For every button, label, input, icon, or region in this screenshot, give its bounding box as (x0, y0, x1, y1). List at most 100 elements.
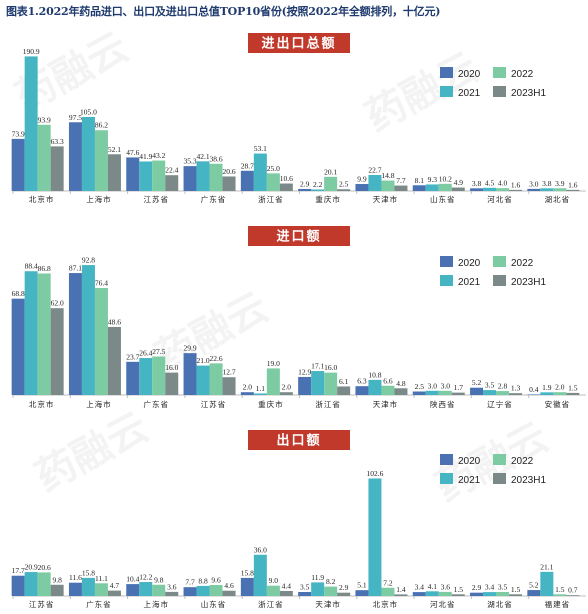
bar-2022 (324, 586, 338, 596)
bar-2020 (240, 577, 254, 596)
bar-2023H1 (337, 189, 351, 191)
bar-2023H1 (222, 176, 236, 191)
data-label: 15.8 (241, 568, 254, 577)
legend-swatch-2020 (440, 256, 453, 267)
bar-2021 (311, 189, 325, 191)
category-label: 北京市 (29, 194, 55, 204)
data-label: 20.1 (324, 167, 337, 176)
bar-2022 (94, 288, 108, 395)
bar-2022 (94, 583, 108, 596)
chart-title-box (248, 430, 350, 450)
data-label: 16.0 (324, 363, 337, 372)
data-label: 41.9 (139, 152, 152, 161)
chart-title: 出口额 (276, 433, 321, 449)
bar-2023H1 (566, 189, 580, 191)
bar-2023H1 (566, 595, 580, 596)
bar-2021 (368, 379, 382, 395)
bar-2022 (553, 594, 567, 596)
bar-2021 (425, 184, 439, 191)
bar-2021 (540, 392, 554, 395)
bar-2023H1 (222, 590, 236, 596)
category-label: 江苏省 (29, 599, 55, 609)
legend-swatch-2020 (440, 454, 453, 465)
legend-label-2021: 2021 (458, 277, 481, 288)
data-label: 73.9 (12, 129, 25, 138)
bar-2023H1 (509, 189, 523, 191)
data-label: 17.1 (311, 362, 324, 371)
data-label: 9.8 (154, 575, 164, 584)
data-label: 2.0 (555, 383, 565, 392)
data-label: 22.4 (165, 166, 178, 175)
chart-panel-2: 进口额 2020 2022 2021 2023H1 68.8 88.4 86.8 62.0 北京市… (12, 226, 586, 409)
data-label: 4.7 (110, 581, 120, 590)
bar-2022 (94, 130, 108, 191)
data-label: 20.6 (222, 167, 235, 176)
bar-2021 (196, 365, 210, 395)
data-label: 5.2 (529, 581, 539, 590)
bar-2020 (527, 188, 541, 191)
bar-2023H1 (566, 392, 580, 395)
category-label: 湖北省 (545, 194, 571, 204)
data-label: 86.2 (95, 121, 108, 130)
data-label: 76.4 (95, 279, 108, 288)
bar-2021 (425, 591, 439, 596)
legend-label-2022: 2022 (511, 456, 534, 467)
bar-2021 (483, 592, 497, 596)
legend-label-2023H1: 2023H1 (511, 475, 546, 486)
data-label: 68.8 (12, 289, 25, 298)
legend-label-2023H1: 2023H1 (511, 88, 546, 99)
data-label: 21.1 (540, 562, 553, 571)
data-label: 5.2 (472, 378, 482, 387)
bar-2023H1 (107, 590, 121, 596)
data-label: 2.9 (472, 583, 482, 592)
data-label: 1.6 (511, 180, 521, 189)
data-label: 22.7 (368, 165, 381, 174)
data-label: 3.0 (441, 381, 451, 390)
bar-2023H1 (165, 372, 179, 395)
bar-2023H1 (394, 388, 408, 395)
chart-title-box (248, 33, 350, 53)
data-label: 43.2 (152, 151, 165, 160)
bar-2023H1 (107, 154, 121, 191)
category-label: 浙江省 (315, 399, 341, 409)
bar-2021 (24, 572, 38, 596)
data-label: 88.4 (25, 262, 38, 271)
data-label: 6.1 (339, 377, 349, 386)
bar-2020 (183, 587, 197, 596)
data-label: 1.5 (454, 585, 464, 594)
data-label: 27.5 (152, 347, 165, 356)
bar-2021 (311, 371, 325, 395)
data-label: 3.5 (300, 582, 310, 591)
bar-2023H1 (165, 175, 179, 191)
category-label: 湖北省 (487, 599, 513, 609)
data-label: 1.5 (568, 383, 578, 392)
bar-2021 (540, 188, 554, 191)
bar-2020 (126, 584, 140, 596)
data-label: 190.9 (23, 47, 40, 56)
data-label: 21.0 (196, 356, 209, 365)
category-label: 浙江省 (258, 194, 284, 204)
data-label: 1.7 (454, 383, 464, 392)
bar-2021 (139, 582, 153, 596)
chart-title: 进出口总额 (261, 36, 336, 52)
bar-2021 (81, 116, 95, 191)
data-label: 19.0 (267, 359, 280, 368)
bar-2023H1 (107, 326, 121, 395)
legend-swatch-2022 (493, 454, 506, 465)
data-label: 1.3 (511, 384, 521, 393)
data-label: 9.3 (428, 175, 438, 184)
bar-2022 (37, 572, 51, 596)
bar-2020 (298, 188, 312, 191)
bar-2022 (152, 160, 166, 191)
data-label: 3.8 (542, 179, 552, 188)
bar-2020 (183, 353, 197, 395)
data-label: 48.6 (108, 317, 121, 326)
category-label: 重庆市 (315, 194, 341, 204)
bar-2022 (209, 363, 223, 395)
data-label: 20.9 (25, 563, 38, 572)
figure-title: 图表1.2022年药品进口、出口及进出口总值TOP10省份(按照2022年全额排… (6, 5, 441, 18)
bar-2021 (483, 187, 497, 191)
bar-2023H1 (279, 590, 293, 596)
bar-2023H1 (451, 594, 465, 596)
data-label: 86.8 (38, 264, 51, 273)
